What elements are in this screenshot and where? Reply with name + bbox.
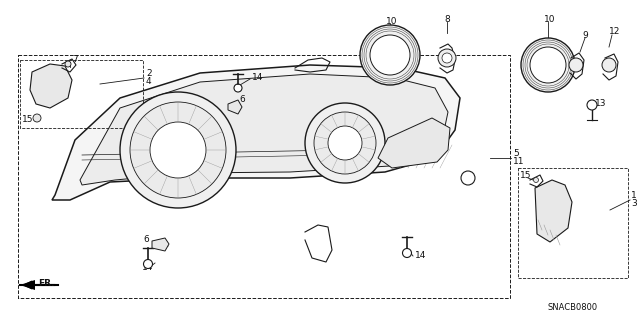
Text: 12: 12 — [609, 27, 620, 36]
Circle shape — [120, 92, 236, 208]
Text: 15: 15 — [520, 172, 531, 181]
Circle shape — [314, 112, 376, 174]
Text: 5: 5 — [513, 150, 519, 159]
Circle shape — [130, 102, 226, 198]
Text: 14: 14 — [142, 263, 154, 271]
Polygon shape — [30, 64, 72, 108]
Circle shape — [360, 25, 420, 85]
Circle shape — [65, 61, 71, 67]
Text: 14: 14 — [252, 72, 264, 81]
Circle shape — [403, 249, 412, 257]
Text: FR.: FR. — [38, 278, 54, 287]
Text: 9: 9 — [582, 31, 588, 40]
Circle shape — [33, 114, 41, 122]
Circle shape — [569, 58, 583, 72]
Text: 15: 15 — [22, 115, 33, 124]
Circle shape — [370, 35, 410, 75]
Circle shape — [305, 103, 385, 183]
Polygon shape — [535, 180, 572, 242]
Text: 6: 6 — [239, 94, 244, 103]
Polygon shape — [378, 118, 450, 168]
Text: SNACB0800: SNACB0800 — [548, 302, 598, 311]
Text: 13: 13 — [595, 99, 607, 108]
Circle shape — [328, 126, 362, 160]
Polygon shape — [52, 65, 460, 200]
Text: 11: 11 — [513, 158, 525, 167]
Text: 8: 8 — [444, 14, 450, 24]
Text: 14: 14 — [415, 250, 426, 259]
Circle shape — [442, 53, 452, 63]
Polygon shape — [80, 74, 448, 185]
Circle shape — [234, 84, 242, 92]
Circle shape — [143, 259, 152, 269]
Circle shape — [461, 171, 475, 185]
Text: 10: 10 — [544, 14, 556, 24]
Text: 6: 6 — [143, 235, 148, 244]
Text: 3: 3 — [631, 198, 637, 207]
Circle shape — [521, 38, 575, 92]
Circle shape — [438, 49, 456, 67]
Circle shape — [530, 47, 566, 83]
Text: 1: 1 — [631, 191, 637, 201]
Polygon shape — [228, 100, 242, 114]
Text: 2: 2 — [146, 70, 152, 78]
Circle shape — [150, 122, 206, 178]
Circle shape — [602, 58, 616, 72]
Polygon shape — [152, 238, 169, 251]
Circle shape — [587, 100, 597, 110]
Polygon shape — [20, 280, 35, 290]
Text: 4: 4 — [146, 77, 152, 85]
Circle shape — [534, 177, 538, 182]
Text: 10: 10 — [386, 17, 397, 26]
Text: 7: 7 — [72, 56, 77, 64]
